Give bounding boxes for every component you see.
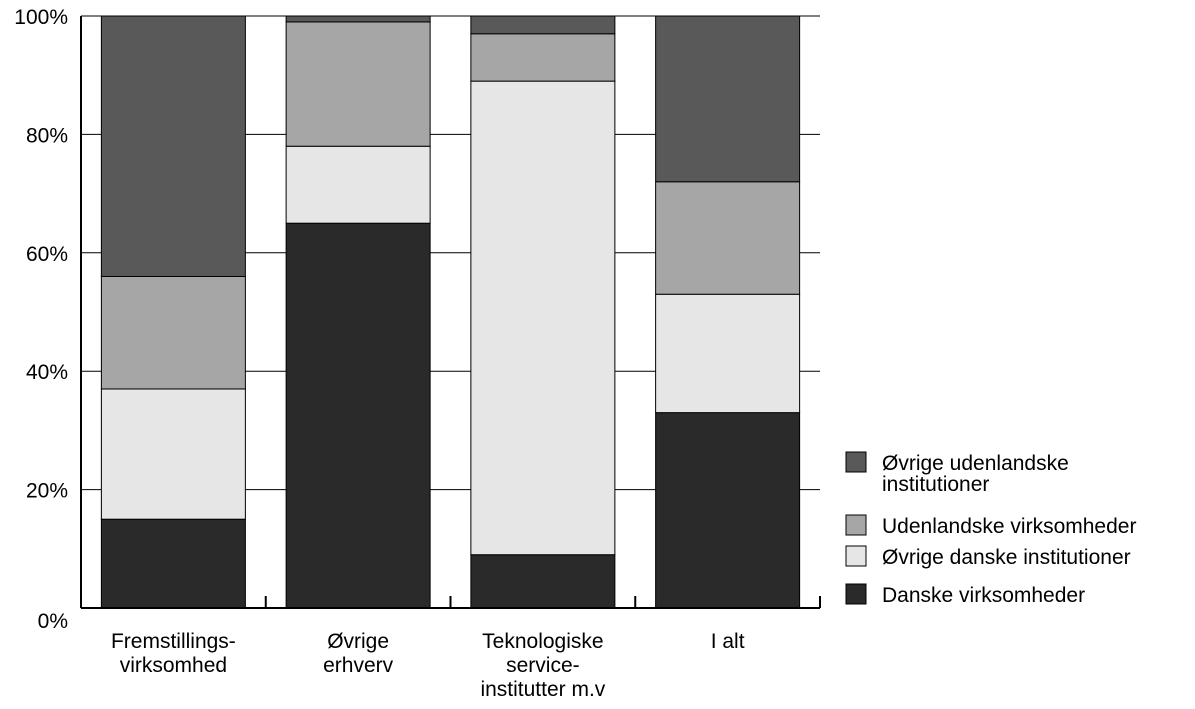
legend-swatch <box>845 545 867 567</box>
legend-swatch <box>845 514 867 536</box>
bar-segment <box>285 145 431 224</box>
bar-segment <box>470 15 616 35</box>
bar-segment <box>655 15 801 183</box>
legend-label: Øvrige danske institutioner <box>882 546 1131 569</box>
bar-segments <box>100 15 801 609</box>
category-labels: Fremstillings-virksomhed Øvrige erhverv Tek… <box>111 630 745 701</box>
x-category-label: I alt <box>711 630 745 653</box>
legend-swatch <box>845 583 867 605</box>
y-tick-label: 80% <box>26 124 68 147</box>
bar-segment <box>470 80 616 556</box>
bar-segment <box>285 222 431 609</box>
y-tick-label: 0% <box>38 610 68 633</box>
x-category-label: Teknologiske service-institutter m.v <box>480 630 605 701</box>
legend-label: Øvrige udenlandske institutioner <box>882 452 1069 496</box>
y-tick-labels: 0% 20% 40% 60% 80% 100% <box>14 6 68 633</box>
bar-segment <box>655 181 801 295</box>
y-tick-label: 60% <box>26 243 68 266</box>
legend: Øvrige udenlandske institutioner Udenlands… <box>845 451 1136 607</box>
legend-label: Danske virksomheder <box>882 584 1085 607</box>
legend-swatch <box>845 451 867 473</box>
x-category-label: Fremstillings-virksomhed <box>111 630 236 677</box>
bar-segment <box>100 518 246 609</box>
x-category-label: Øvrige erhverv <box>323 630 394 677</box>
bar-segment <box>100 275 246 390</box>
bar-segment <box>470 554 616 609</box>
bar-segment <box>100 15 246 277</box>
bar-segment <box>470 33 616 82</box>
bar-segment <box>100 388 246 520</box>
axes <box>80 16 821 609</box>
bar-segment <box>655 412 801 609</box>
bar-segment <box>655 293 801 414</box>
bar-segment <box>285 15 431 23</box>
y-tick-label: 40% <box>26 361 68 384</box>
y-tick-label: 100% <box>14 6 68 29</box>
legend-label: Udenlandske virksomheder <box>882 515 1136 538</box>
bar-segment <box>285 21 431 147</box>
y-tick-label: 20% <box>26 480 68 503</box>
